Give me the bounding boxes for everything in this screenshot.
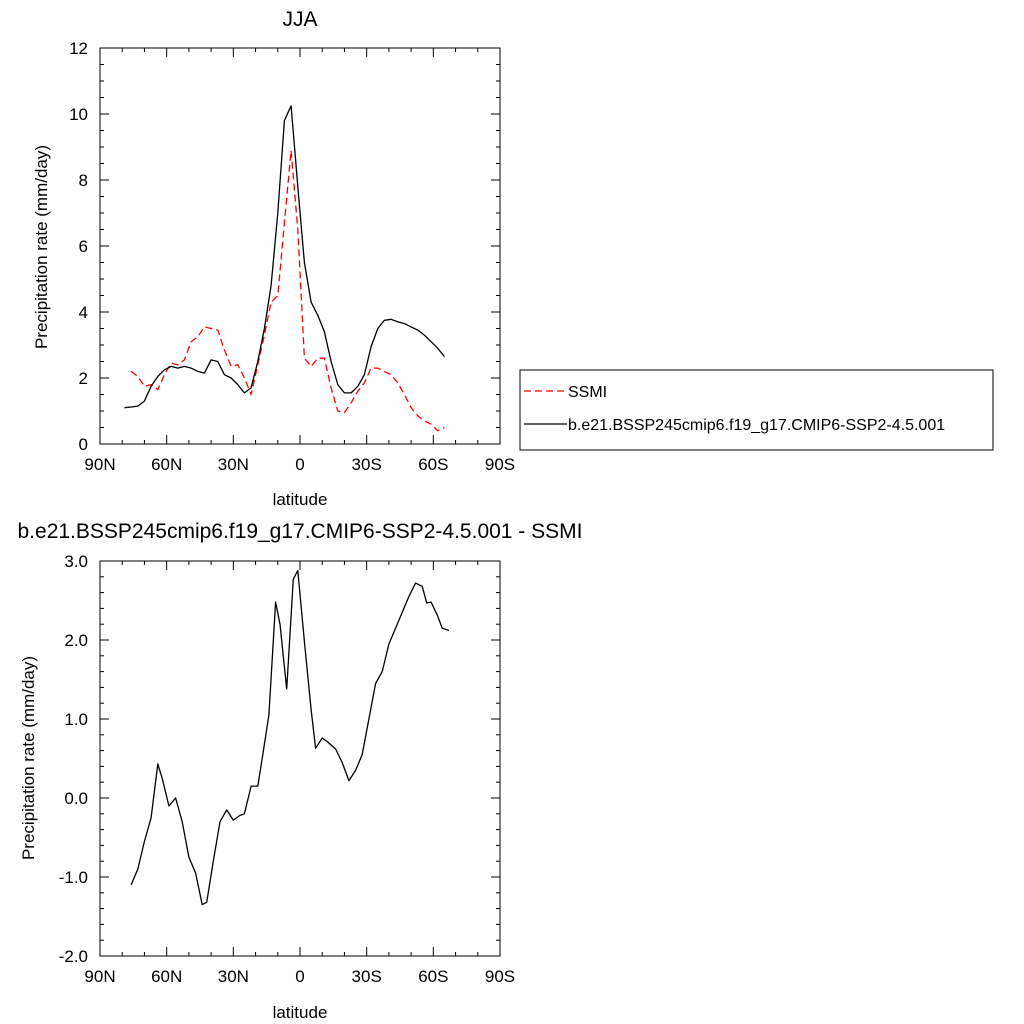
y-axis-label: Precipitation rate (mm/day) [19,656,38,860]
plot-frame [99,47,501,445]
x-axis-label: latitude [273,1003,328,1022]
y-tick-label: 8 [79,171,88,190]
x-tick-label: 60N [151,455,182,474]
series-line-model [124,105,445,409]
x-tick-label: 60N [151,967,182,986]
legend-label-model: b.e21.BSSP245cmip6.f19_g17.CMIP6-SSP2-4.… [568,417,945,434]
x-tick-label: 60S [418,967,448,986]
legend: SSMI b.e21.BSSP245cmip6.f19_g17.CMIP6-SS… [519,369,994,451]
x-tick-label: 60S [418,455,448,474]
x-tick-label: 0 [295,967,304,986]
x-tick-label: 30N [218,455,249,474]
y-tick-label: 0.0 [64,789,88,808]
y-tick-label: 12 [69,39,88,58]
top-chart: JJA Precipitation rate (mm/day) latitude… [32,8,515,509]
x-tick-label: 90S [485,967,515,986]
chart-title: JJA [282,8,317,31]
chart-title: b.e21.BSSP245cmip6.f19_g17.CMIP6-SSP2-4.… [18,520,583,543]
series-line-ssmi [130,149,445,432]
series-line-difference [130,569,450,906]
plot-frame [99,560,501,957]
y-tick-label: -2.0 [59,947,88,966]
y-tick-label: 4 [79,303,88,322]
bottom-chart: b.e21.BSSP245cmip6.f19_g17.CMIP6-SSP2-4.… [18,520,583,1022]
x-tick-label: 30N [218,967,249,986]
x-tick-label: 90N [84,967,115,986]
y-tick-label: -1.0 [59,868,88,887]
y-tick-label: 1.0 [64,710,88,729]
y-tick-label: 2.0 [64,631,88,650]
x-tick-label: 90S [485,455,515,474]
x-tick-label: 0 [295,455,304,474]
x-axis-label: latitude [273,490,328,509]
legend-label-ssmi: SSMI [568,384,607,401]
y-tick-label: 6 [79,237,88,256]
x-tick-label: 30S [352,455,382,474]
x-tick-label: 90N [84,455,115,474]
legend-box [519,369,994,451]
y-axis-label: Precipitation rate (mm/day) [32,145,51,349]
y-tick-label: 0 [79,435,88,454]
y-tick-label: 2 [79,369,88,388]
x-tick-label: 30S [352,967,382,986]
y-tick-label: 10 [69,105,88,124]
y-tick-label: 3.0 [64,552,88,571]
